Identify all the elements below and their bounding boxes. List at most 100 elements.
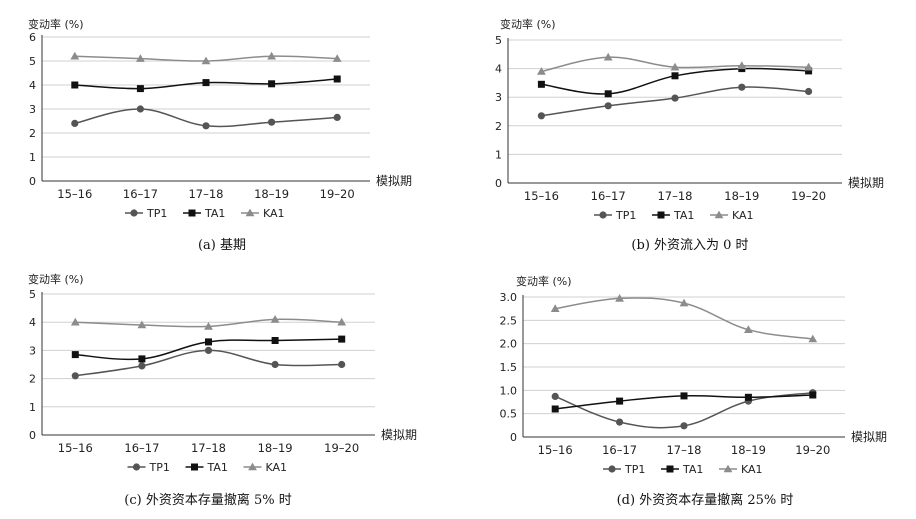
chart-panel-3: 变动率 (%) 0 1 2 3 4 5 模拟期 15–16 16–17 17–18 18–19 19–2…	[28, 272, 417, 508]
data-point-tp1	[604, 102, 612, 110]
x-tick-label: 19–20	[795, 443, 830, 457]
data-point-ka1	[615, 294, 624, 302]
x-tick-label: 15–16	[57, 187, 92, 201]
data-point-tp1	[204, 346, 213, 354]
x-tick-label: 18–19	[731, 443, 766, 457]
data-point-ka1	[70, 317, 80, 326]
data-point-tp1	[138, 362, 146, 370]
data-point-ta1	[809, 391, 817, 399]
x-tick-label: 17–18	[666, 443, 701, 457]
x-tick-label: 17–18	[188, 187, 223, 201]
data-point-ta1	[205, 338, 212, 346]
data-point-tp1	[71, 372, 79, 380]
y-tick-label: 2.5	[500, 314, 518, 327]
x-tick-label: 19–20	[791, 189, 826, 203]
data-point-ka1	[808, 334, 818, 343]
data-point-ka1	[136, 54, 145, 62]
data-point-ka1	[337, 317, 347, 326]
x-axis-label: 模拟期	[376, 174, 412, 188]
x-tick-label: 18–19	[258, 441, 293, 455]
x-tick-label: 18–19	[254, 187, 289, 201]
y-axis-label: 变动率 (%)	[500, 17, 556, 31]
legend-label-ta1: TA1	[682, 463, 703, 476]
x-tick-label: 15–16	[58, 441, 93, 455]
data-point-tp1	[202, 122, 210, 130]
data-point-ta1	[805, 67, 813, 75]
x-axis-label: 模拟期	[848, 176, 884, 190]
data-point-ta1	[680, 392, 688, 400]
legend-label-ka1: KA1	[741, 463, 763, 476]
data-point-tp1	[537, 112, 546, 120]
data-point-tp1	[333, 113, 341, 121]
legend-label-ta1: TA1	[207, 461, 228, 474]
chart-panel-1: 变动率 (%) 0 1 2 3 4 5 6 模拟期 15–16 16–17 17–18 18–19 19–…	[28, 17, 412, 253]
y-tick-label: 3	[29, 103, 36, 116]
legend-label-ta1: TA1	[673, 209, 694, 222]
y-tick-label: 0.5	[500, 408, 518, 421]
data-point-ta1	[744, 393, 752, 401]
x-tick-label: 18–19	[724, 189, 759, 203]
x-tick-label: 16–17	[123, 187, 158, 201]
x-tick-label: 17–18	[191, 441, 226, 455]
data-point-ta1	[333, 75, 341, 83]
y-tick-label: 1.5	[500, 361, 518, 374]
data-point-tp1	[616, 418, 624, 426]
y-tick-label: 3	[29, 344, 36, 357]
data-point-ka1	[603, 52, 613, 61]
legend-marker-ka1	[723, 464, 733, 473]
data-point-ka1	[550, 304, 560, 312]
data-point-ka1	[537, 67, 546, 75]
data-point-ka1	[201, 56, 211, 65]
legend-marker-ta1	[657, 211, 665, 219]
legend-marker-tp1	[599, 211, 607, 219]
data-point-ta1	[604, 90, 612, 98]
data-point-ta1	[271, 337, 279, 344]
data-point-ka1	[332, 54, 342, 62]
legend-label-ka1: KA1	[263, 207, 285, 220]
data-point-ka1	[137, 320, 147, 329]
legend-marker-tp1	[132, 463, 141, 471]
chart-caption: (d) 外资资本存量撤离 25% 时	[617, 492, 794, 508]
series-line-ta1	[541, 67, 809, 95]
data-point-ka1	[267, 51, 276, 60]
x-axis-label: 模拟期	[851, 430, 887, 444]
chart-panel-2: 变动率 (%) 0 1 2 3 4 5 模拟期 15–16 16–17 17–18 18–19 19–2…	[495, 17, 884, 253]
legend-label-tp1: TP1	[615, 209, 636, 222]
chart-panel-4: 变动率 (%) 0 0.5 1.0 1.5 2.0 2.5 3.0 模拟期 15–16 16–17 1…	[500, 274, 888, 508]
legend-marker-ka1	[245, 208, 255, 217]
legend-marker-tp1	[608, 465, 616, 473]
y-axis-label: 变动率 (%)	[28, 272, 84, 286]
data-point-ta1	[616, 397, 624, 405]
data-point-tp1	[271, 360, 279, 369]
data-point-tp1	[551, 392, 559, 400]
legend-marker-tp1	[130, 209, 138, 217]
data-point-tp1	[738, 83, 746, 91]
data-point-ka1	[270, 315, 280, 323]
legend-label-tp1: TP1	[624, 463, 645, 476]
data-point-tp1	[805, 87, 813, 96]
data-point-ta1	[268, 80, 276, 88]
y-tick-label: 0	[495, 177, 502, 190]
data-point-ta1	[537, 80, 545, 88]
x-tick-label: 16–17	[591, 189, 626, 203]
chart-caption: (a) 基期	[198, 238, 246, 253]
data-point-tp1	[680, 422, 688, 430]
data-point-ta1	[138, 355, 146, 363]
x-tick-label: 15–16	[524, 189, 559, 203]
data-point-ka1	[737, 61, 747, 69]
x-axis-label: 模拟期	[381, 428, 417, 442]
data-point-ta1	[338, 335, 346, 343]
y-tick-label: 2	[29, 373, 36, 386]
legend-marker-ta1	[191, 463, 198, 471]
y-tick-label: 2	[29, 127, 36, 140]
data-point-ka1	[679, 298, 689, 307]
legend-label-ka1: KA1	[732, 209, 754, 222]
y-tick-label: 5	[29, 288, 36, 301]
legend-marker-ka1	[714, 210, 724, 219]
data-point-ta1	[551, 405, 559, 413]
y-tick-label: 1	[29, 151, 36, 164]
data-point-tp1	[71, 119, 79, 127]
y-tick-label: 0	[29, 175, 36, 188]
legend-marker-ka1	[248, 462, 257, 471]
